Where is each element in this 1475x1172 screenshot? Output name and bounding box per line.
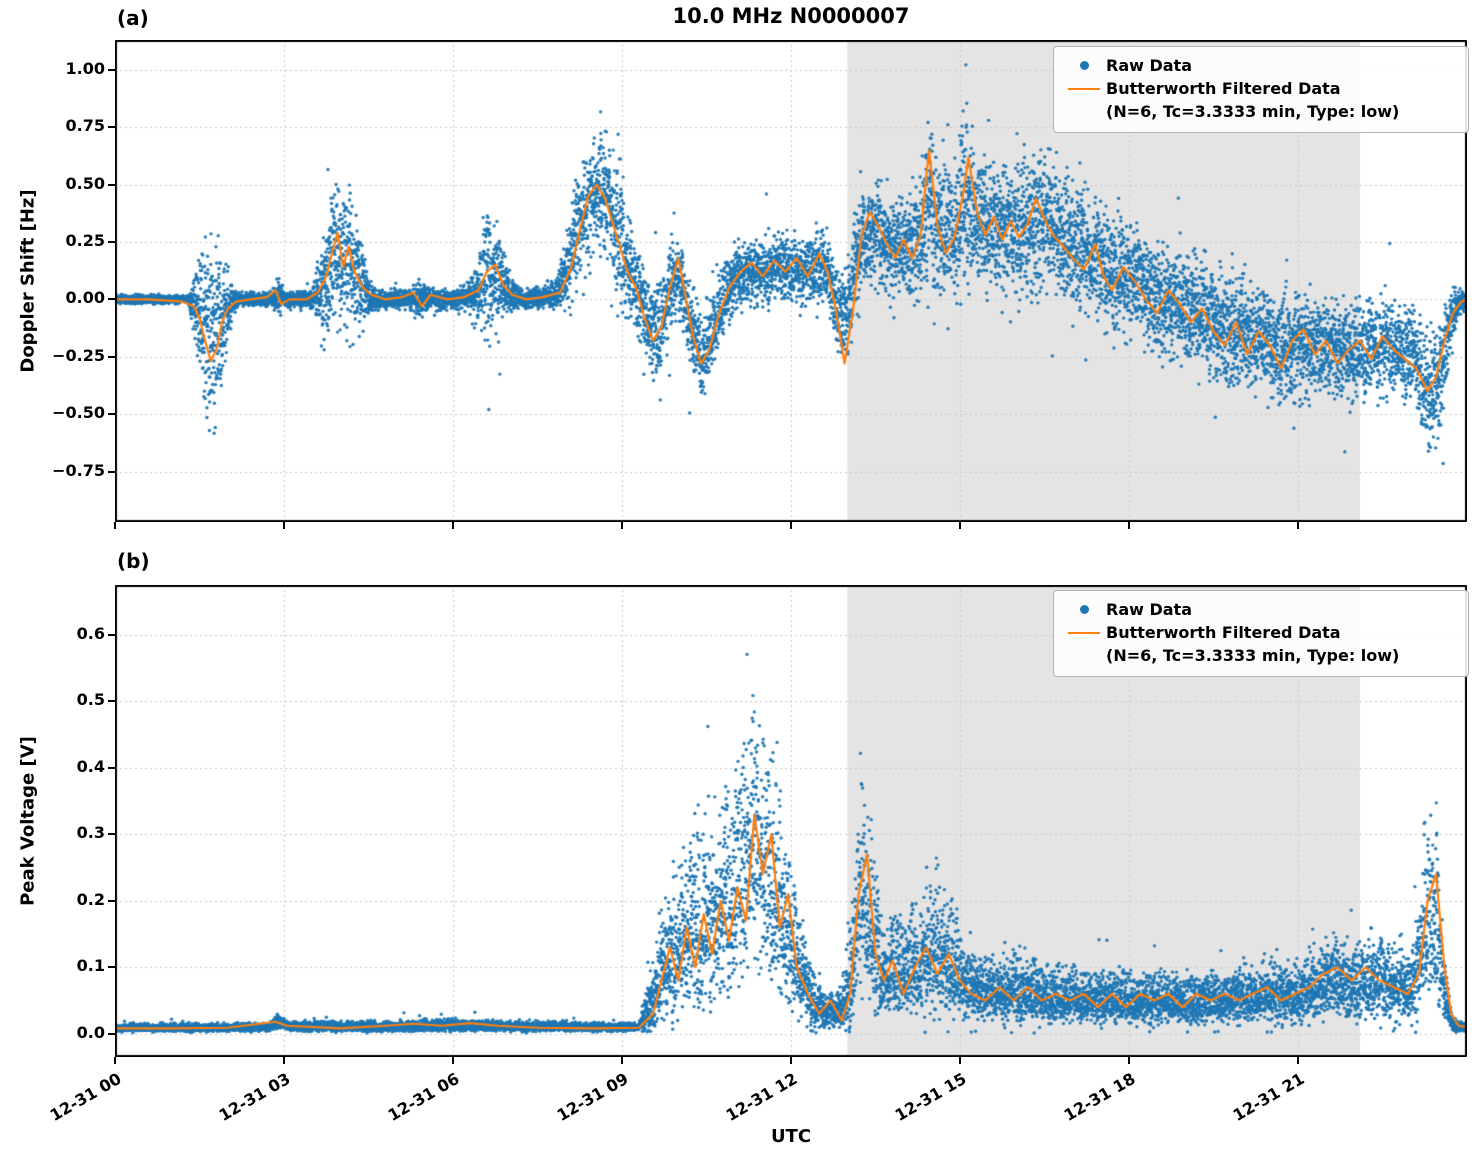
x-tick-mark bbox=[452, 1057, 454, 1064]
y-tick-mark bbox=[108, 633, 115, 636]
y-tick-label: 0.0 bbox=[76, 1022, 105, 1042]
raw-data-marker-icon bbox=[1079, 61, 1089, 71]
x-tick-mark bbox=[959, 522, 961, 529]
legend-raw-label: Raw Data bbox=[1106, 56, 1192, 75]
y-tick-mark bbox=[108, 1032, 115, 1035]
x-axis-label: UTC bbox=[770, 1126, 812, 1147]
x-tick-mark bbox=[1128, 522, 1130, 529]
x-tick-mark bbox=[114, 522, 116, 529]
y-tick-label: 0.2 bbox=[76, 889, 105, 909]
panel-a-label: (a) bbox=[117, 6, 149, 30]
y-tick-label: 0.1 bbox=[76, 956, 105, 976]
x-tick-mark bbox=[959, 1057, 961, 1064]
y-tick-mark bbox=[108, 240, 115, 243]
y-tick-label: 0.50 bbox=[65, 173, 105, 193]
x-tick-mark bbox=[621, 1057, 623, 1064]
y-tick-mark bbox=[108, 833, 115, 836]
x-tick-mark bbox=[452, 522, 454, 529]
legend-raw-label: Raw Data bbox=[1106, 600, 1192, 619]
raw-data-marker-icon bbox=[1079, 605, 1089, 615]
x-tick-mark bbox=[1297, 1057, 1299, 1064]
legend-filtered-sublabel: (N=6, Tc=3.3333 min, Type: low) bbox=[1106, 646, 1400, 666]
legend-filtered-sublabel: (N=6, Tc=3.3333 min, Type: low) bbox=[1106, 102, 1400, 122]
x-tick-mark bbox=[283, 522, 285, 529]
x-tick-mark bbox=[790, 1057, 792, 1064]
y-tick-label: −0.75 bbox=[52, 460, 105, 480]
x-tick-mark bbox=[283, 1057, 285, 1064]
y-tick-label: 0.25 bbox=[65, 230, 105, 250]
panel-b-label: (b) bbox=[117, 549, 150, 573]
y-tick-mark bbox=[108, 298, 115, 301]
chart-title: 10.0 MHz N0000007 bbox=[672, 4, 910, 28]
legend-panel-a: Raw Data Butterworth Filtered Data (N=6,… bbox=[1053, 46, 1469, 133]
y-tick-mark bbox=[108, 700, 115, 703]
y-tick-mark bbox=[108, 766, 115, 769]
x-tick-mark bbox=[621, 522, 623, 529]
y-tick-mark bbox=[108, 68, 115, 71]
legend-filtered-label: Butterworth Filtered Data bbox=[1106, 623, 1341, 643]
y-tick-mark bbox=[108, 413, 115, 416]
filtered-line-marker-icon bbox=[1068, 87, 1100, 90]
y-tick-label: 0.00 bbox=[65, 288, 105, 308]
y-tick-label: −0.25 bbox=[52, 345, 105, 365]
y-tick-mark bbox=[108, 966, 115, 969]
y-tick-label: 0.75 bbox=[65, 116, 105, 136]
legend-panel-b: Raw Data Butterworth Filtered Data (N=6,… bbox=[1053, 590, 1469, 677]
y-tick-label: 1.00 bbox=[65, 58, 105, 78]
y-tick-label: −0.50 bbox=[52, 403, 105, 423]
x-tick-label: 12-31 00 bbox=[46, 1069, 125, 1125]
x-tick-mark bbox=[1128, 1057, 1130, 1064]
y-tick-mark bbox=[108, 470, 115, 473]
y-tick-label: 0.5 bbox=[76, 690, 105, 710]
y-tick-mark bbox=[108, 126, 115, 129]
filtered-line-marker-icon bbox=[1068, 631, 1100, 634]
legend-filtered-label: Butterworth Filtered Data bbox=[1106, 79, 1341, 99]
y-tick-label: 0.3 bbox=[76, 823, 105, 843]
y-tick-mark bbox=[108, 183, 115, 186]
y-tick-label: 0.6 bbox=[76, 623, 105, 643]
x-tick-mark bbox=[1297, 522, 1299, 529]
y-tick-label: 0.4 bbox=[76, 756, 105, 776]
y-tick-mark bbox=[108, 899, 115, 902]
y-tick-mark bbox=[108, 355, 115, 358]
x-tick-mark bbox=[790, 522, 792, 529]
x-tick-mark bbox=[114, 1057, 116, 1064]
